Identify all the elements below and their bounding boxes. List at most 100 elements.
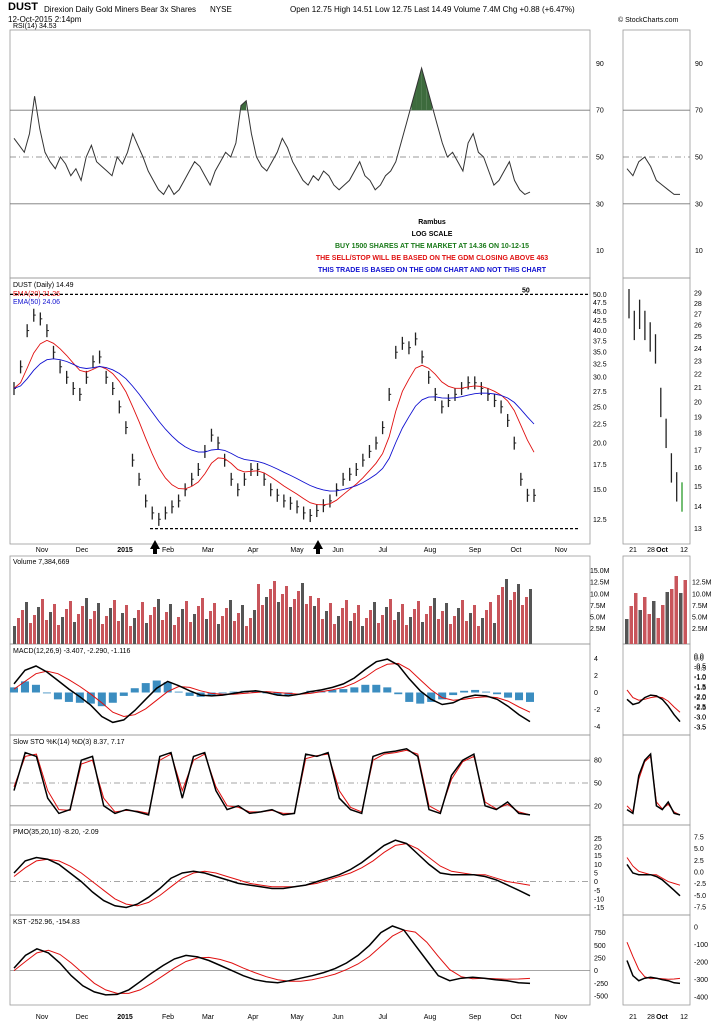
- up-arrow-marker: [150, 540, 160, 554]
- volume-bar: [29, 623, 32, 644]
- pmo-tick-label: 15: [594, 853, 602, 860]
- volume-bar: [13, 626, 16, 644]
- footer-x-label: Nov: [555, 1014, 568, 1021]
- mini-price-tick-label: 26: [694, 323, 702, 330]
- volume-tick-label: 10.0M: [590, 591, 610, 598]
- macd-mini-tick-label: -2.0: [694, 695, 706, 702]
- macd-histogram-bar: [218, 692, 227, 694]
- mini-volume-bar: [647, 614, 651, 644]
- macd-mini-tick-label: -3.5: [694, 725, 706, 732]
- volume-bar: [525, 597, 528, 644]
- volume-bar: [341, 608, 344, 644]
- volume-bar: [205, 619, 208, 644]
- volume-tick-label: 2.5M: [590, 626, 606, 633]
- volume-bar: [249, 618, 252, 644]
- volume-bar: [73, 622, 76, 644]
- volume-bar: [113, 600, 116, 644]
- mini-pane-frame: [622, 29, 691, 279]
- mini-volume-bar: [679, 593, 683, 644]
- volume-bar: [313, 606, 316, 644]
- pane-frame: [9, 643, 591, 736]
- pmo-tick-label: -15: [594, 905, 604, 912]
- mini-volume-tick-label: 10.0M: [692, 591, 712, 598]
- pmo-tick-label: 5: [594, 871, 598, 878]
- macd-histogram-bar: [416, 692, 425, 704]
- volume-tick-label: 12.5M: [590, 580, 610, 587]
- price-x-label: Dec: [76, 547, 89, 554]
- volume-bar: [197, 606, 200, 644]
- footer-x-label: Dec: [76, 1014, 89, 1021]
- price-x-label: Oct: [511, 547, 522, 554]
- ema50-legend: EMA(50) 24.06: [13, 299, 60, 306]
- volume-bar: [233, 621, 236, 644]
- volume-bar: [361, 626, 364, 644]
- volume-bar: [469, 613, 472, 644]
- price-tick-label: 47.5: [593, 300, 607, 307]
- macd-mini-tick-label: -0.5: [694, 664, 706, 671]
- sto-tick-label: 50: [594, 781, 602, 788]
- kst-tick-label: 250: [594, 955, 606, 962]
- volume-bar: [445, 603, 448, 644]
- macd-histogram-bar: [20, 681, 29, 693]
- volume-title: Volume 7,384,669: [13, 559, 70, 566]
- mini-price-tick-label: 24: [694, 346, 702, 353]
- volume-bar: [189, 622, 192, 644]
- volume-bar: [89, 619, 92, 644]
- pmo-mini-main-line: [626, 863, 681, 897]
- mini-volume-tick-label: 7.5M: [692, 603, 708, 610]
- volume-bar: [373, 602, 376, 644]
- macd-mini-tick-label: -1.0: [694, 674, 706, 681]
- volume-tick-label: 7.5M: [590, 603, 606, 610]
- mini-price-tick-label: 20: [694, 400, 702, 407]
- footer-x-label: Jul: [379, 1014, 388, 1021]
- volume-bar: [429, 606, 432, 644]
- macd-tick-label: 2: [594, 673, 598, 680]
- volume-bar: [49, 612, 52, 644]
- chart-header: DUST Direxion Daily Gold Miners Bear 3x …: [0, 0, 725, 30]
- volume-bar: [77, 614, 80, 644]
- mini-volume-tick-label: 2.5M: [692, 626, 708, 633]
- pmo-title: PMO(35,20,10) -8.20, -2.09: [13, 829, 99, 836]
- macd-histogram-bar: [372, 684, 381, 693]
- mini-volume-bar: [656, 618, 660, 644]
- volume-bar: [457, 608, 460, 644]
- macd-tick-label: -4: [594, 724, 600, 731]
- volume-bar: [25, 602, 28, 644]
- volume-bar: [417, 601, 420, 644]
- volume-bar: [149, 615, 152, 644]
- macd-histogram-bar: [97, 692, 106, 707]
- rsi-mini-line: [626, 156, 680, 195]
- volume-bar: [141, 602, 144, 644]
- volume-bar: [93, 611, 96, 644]
- pane-frame: [9, 824, 591, 916]
- volume-bar: [245, 626, 248, 644]
- volume-bar: [269, 589, 272, 644]
- volume-bar: [153, 607, 156, 644]
- volume-bar: [221, 616, 224, 644]
- macd-histogram-bar: [460, 690, 469, 693]
- volume-bar: [285, 586, 288, 644]
- volume-bar: [465, 621, 468, 644]
- pmo-mini-tick-label: -5.0: [694, 893, 706, 900]
- kst-main-line: [13, 925, 531, 996]
- footer-x-label: Oct: [511, 1014, 522, 1021]
- volume-bar: [117, 621, 120, 644]
- volume-bar: [33, 615, 36, 644]
- rsi-mini-tick-label: 90: [695, 61, 703, 68]
- macd-signal-line: [13, 662, 531, 718]
- volume-bar: [173, 625, 176, 644]
- rsi-tick-label: 90: [596, 61, 604, 68]
- mini-price-tick-label: 17: [694, 447, 702, 454]
- macd-histogram-bar: [504, 692, 513, 698]
- macd-histogram-bar: [53, 692, 62, 700]
- volume-bar: [65, 609, 68, 644]
- rsi-tick-label: 10: [596, 248, 604, 255]
- kst-tick-label: 500: [594, 943, 606, 950]
- volume-bar: [261, 605, 264, 644]
- macd-tick-label: 0: [594, 690, 598, 697]
- volume-bar: [37, 607, 40, 644]
- pmo-mini-tick-label: -7.5: [694, 905, 706, 912]
- macd-mini-tick-label: -3.0: [694, 715, 706, 722]
- volume-bar: [217, 624, 220, 644]
